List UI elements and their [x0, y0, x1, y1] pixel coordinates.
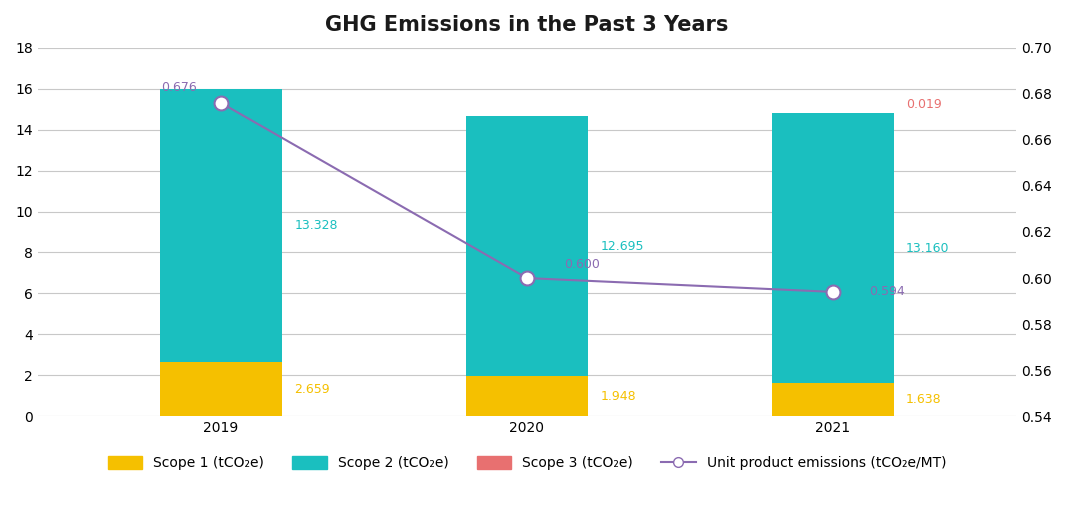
Text: 2.659: 2.659 — [294, 383, 330, 395]
Text: 0.019: 0.019 — [906, 98, 942, 111]
Bar — [466, 117, 588, 377]
Text: 13.160: 13.160 — [906, 242, 950, 255]
Text: 12.695: 12.695 — [601, 240, 643, 253]
Bar — [466, 377, 588, 416]
Text: 13.328: 13.328 — [294, 219, 338, 232]
Bar — [160, 89, 283, 362]
Point — [824, 288, 841, 296]
Point — [212, 99, 229, 107]
Text: 1.948: 1.948 — [601, 390, 636, 403]
Text: 0.676: 0.676 — [161, 81, 196, 94]
Point — [519, 274, 536, 282]
Legend: Scope 1 (tCO₂e), Scope 2 (tCO₂e), Scope 3 (tCO₂e), Unit product emissions (tCO₂e: Scope 1 (tCO₂e), Scope 2 (tCO₂e), Scope … — [102, 451, 952, 476]
Text: 0.600: 0.600 — [563, 258, 600, 271]
Text: 1.638: 1.638 — [906, 393, 942, 406]
Bar — [160, 362, 283, 416]
Bar — [771, 113, 894, 383]
Title: GHG Emissions in the Past 3 Years: GHG Emissions in the Past 3 Years — [325, 15, 729, 35]
Bar — [771, 383, 894, 416]
Text: 0.594: 0.594 — [870, 286, 905, 299]
